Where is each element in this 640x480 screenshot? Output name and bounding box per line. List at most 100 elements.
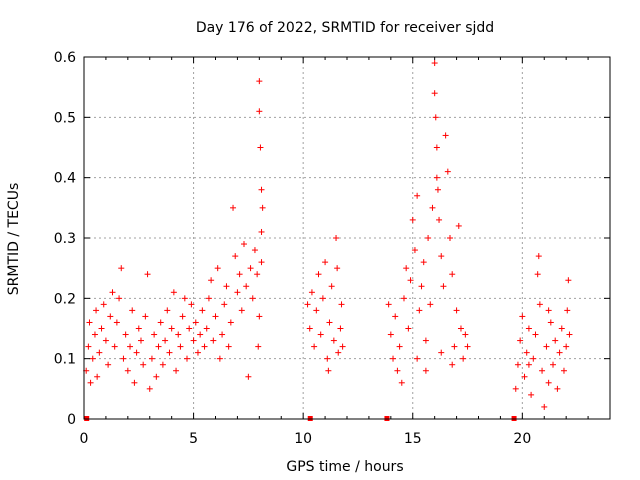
data-point	[432, 114, 439, 121]
data-point	[431, 90, 438, 97]
data-point	[107, 313, 114, 320]
data-point	[403, 265, 410, 272]
data-point	[418, 283, 425, 290]
data-point	[339, 343, 346, 350]
data-point	[407, 277, 414, 284]
data-point	[449, 271, 456, 278]
data-point	[251, 247, 258, 254]
data-point	[247, 265, 254, 272]
data-point	[313, 307, 320, 314]
data-point	[554, 385, 561, 392]
data-point	[543, 343, 550, 350]
data-point	[208, 277, 215, 284]
data-point	[420, 259, 427, 266]
data-point	[427, 301, 434, 308]
data-point	[256, 313, 263, 320]
y-tick-label: 0.3	[54, 231, 76, 247]
data-point	[102, 337, 109, 344]
data-point	[221, 301, 228, 308]
data-point	[166, 349, 173, 356]
data-point	[249, 295, 256, 302]
data-point	[338, 301, 345, 308]
data-point	[89, 355, 96, 362]
data-point	[168, 325, 175, 332]
data-point	[186, 325, 193, 332]
y-tick-label: 0.2	[54, 291, 76, 307]
data-point	[414, 355, 421, 362]
x-axis-label: GPS time / hours	[286, 459, 403, 475]
data-point	[243, 283, 250, 290]
data-point	[447, 235, 454, 241]
data-point	[552, 337, 559, 344]
data-point	[514, 361, 521, 368]
data-point	[517, 337, 524, 344]
data-point	[436, 216, 443, 223]
data-point	[131, 379, 138, 386]
data-point	[181, 295, 188, 302]
data-point	[304, 301, 311, 308]
data-point	[214, 265, 221, 272]
data-point	[223, 283, 230, 290]
data-point	[523, 349, 530, 356]
data-point	[120, 355, 127, 362]
data-point	[433, 174, 440, 181]
data-point	[257, 144, 264, 151]
data-point	[254, 271, 261, 278]
data-point	[93, 307, 100, 314]
data-point	[212, 313, 219, 320]
y-axis-label: SRMTID / TECUs	[6, 183, 22, 296]
data-point	[434, 186, 441, 193]
data-point	[440, 283, 447, 290]
data-point	[144, 271, 151, 278]
data-point	[98, 325, 105, 332]
data-point	[87, 379, 94, 386]
data-point	[326, 319, 333, 326]
data-point	[146, 385, 153, 392]
data-point	[113, 319, 120, 326]
y-tick-label: 0	[67, 412, 76, 428]
data-point	[184, 355, 191, 362]
data-point	[236, 271, 243, 278]
data-point	[203, 325, 210, 332]
data-point	[512, 385, 519, 392]
data-point	[460, 355, 467, 362]
data-point	[322, 259, 329, 266]
data-point	[333, 235, 340, 241]
data-point	[122, 331, 129, 338]
data-point	[258, 259, 265, 266]
data-point	[534, 271, 541, 278]
data-point	[545, 307, 552, 314]
data-point	[100, 301, 107, 308]
data-point	[545, 379, 552, 386]
data-point	[392, 313, 399, 320]
y-tick-label: 0.1	[54, 352, 76, 368]
data-point	[308, 289, 315, 296]
x-tick-label: 15	[404, 431, 422, 447]
data-point	[124, 367, 131, 374]
data-point	[335, 349, 342, 356]
data-point	[394, 367, 401, 374]
data-point	[431, 60, 438, 67]
data-point	[118, 265, 125, 272]
data-point	[330, 337, 337, 344]
data-point	[566, 331, 573, 338]
data-point	[219, 331, 226, 338]
x-tick-label: 20	[513, 431, 531, 447]
data-point	[148, 355, 155, 362]
data-point	[127, 343, 134, 350]
data-point	[258, 228, 265, 235]
data-point	[159, 361, 166, 368]
data-point	[315, 271, 322, 278]
data-point	[535, 253, 542, 260]
data-point	[556, 349, 563, 356]
data-point	[400, 295, 407, 302]
data-point	[525, 325, 532, 332]
data-point	[177, 343, 184, 350]
data-point	[109, 289, 116, 296]
data-point	[398, 379, 405, 386]
data-point	[409, 216, 416, 223]
data-point	[151, 331, 158, 338]
data-point	[190, 337, 197, 344]
data-point	[422, 337, 429, 344]
